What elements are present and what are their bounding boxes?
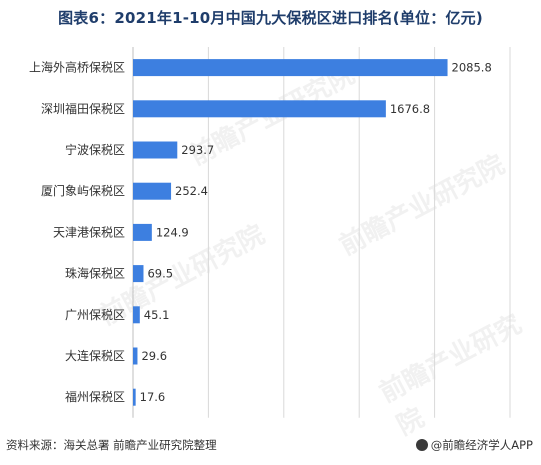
data-label: 124.9 [156, 225, 189, 239]
data-label: 69.5 [147, 267, 173, 281]
bar [133, 100, 386, 118]
category-label: 上海外高桥保税区 [29, 60, 125, 75]
category-label: 厦门象屿保税区 [41, 183, 125, 198]
data-label: 1676.8 [390, 102, 430, 116]
bar [133, 265, 144, 283]
category-label: 广州保税区 [65, 308, 125, 322]
brand-logo-icon [415, 439, 428, 451]
bar [133, 59, 448, 77]
brand-label: @前瞻经济学人APP [430, 438, 533, 452]
data-label: 45.1 [144, 308, 170, 322]
category-label: 珠海保税区 [65, 266, 125, 281]
category-label: 宁波保税区 [65, 142, 125, 157]
bar [133, 306, 140, 324]
category-label: 天津港保税区 [53, 225, 125, 239]
bar [133, 223, 152, 241]
data-label: 293.7 [181, 143, 214, 157]
chart-title: 图表6：2021年1-10月中国九大保税区进口排名(单位：亿元) [58, 9, 483, 27]
category-label: 深圳福田保税区 [41, 101, 125, 116]
category-label: 福州保税区 [65, 389, 125, 404]
data-label: 17.6 [140, 390, 166, 404]
category-label: 大连保税区 [65, 348, 125, 363]
data-label: 29.6 [141, 349, 167, 363]
bar [133, 182, 172, 200]
source-note: 资料来源：海关总署 前瞻产业研究院整理 [6, 438, 217, 452]
bar [133, 141, 178, 159]
bar [133, 388, 136, 406]
data-label: 252.4 [175, 184, 208, 198]
data-label: 2085.8 [452, 61, 492, 75]
bar [133, 347, 138, 365]
brand-credit: @前瞻经济学人APP [415, 437, 533, 453]
